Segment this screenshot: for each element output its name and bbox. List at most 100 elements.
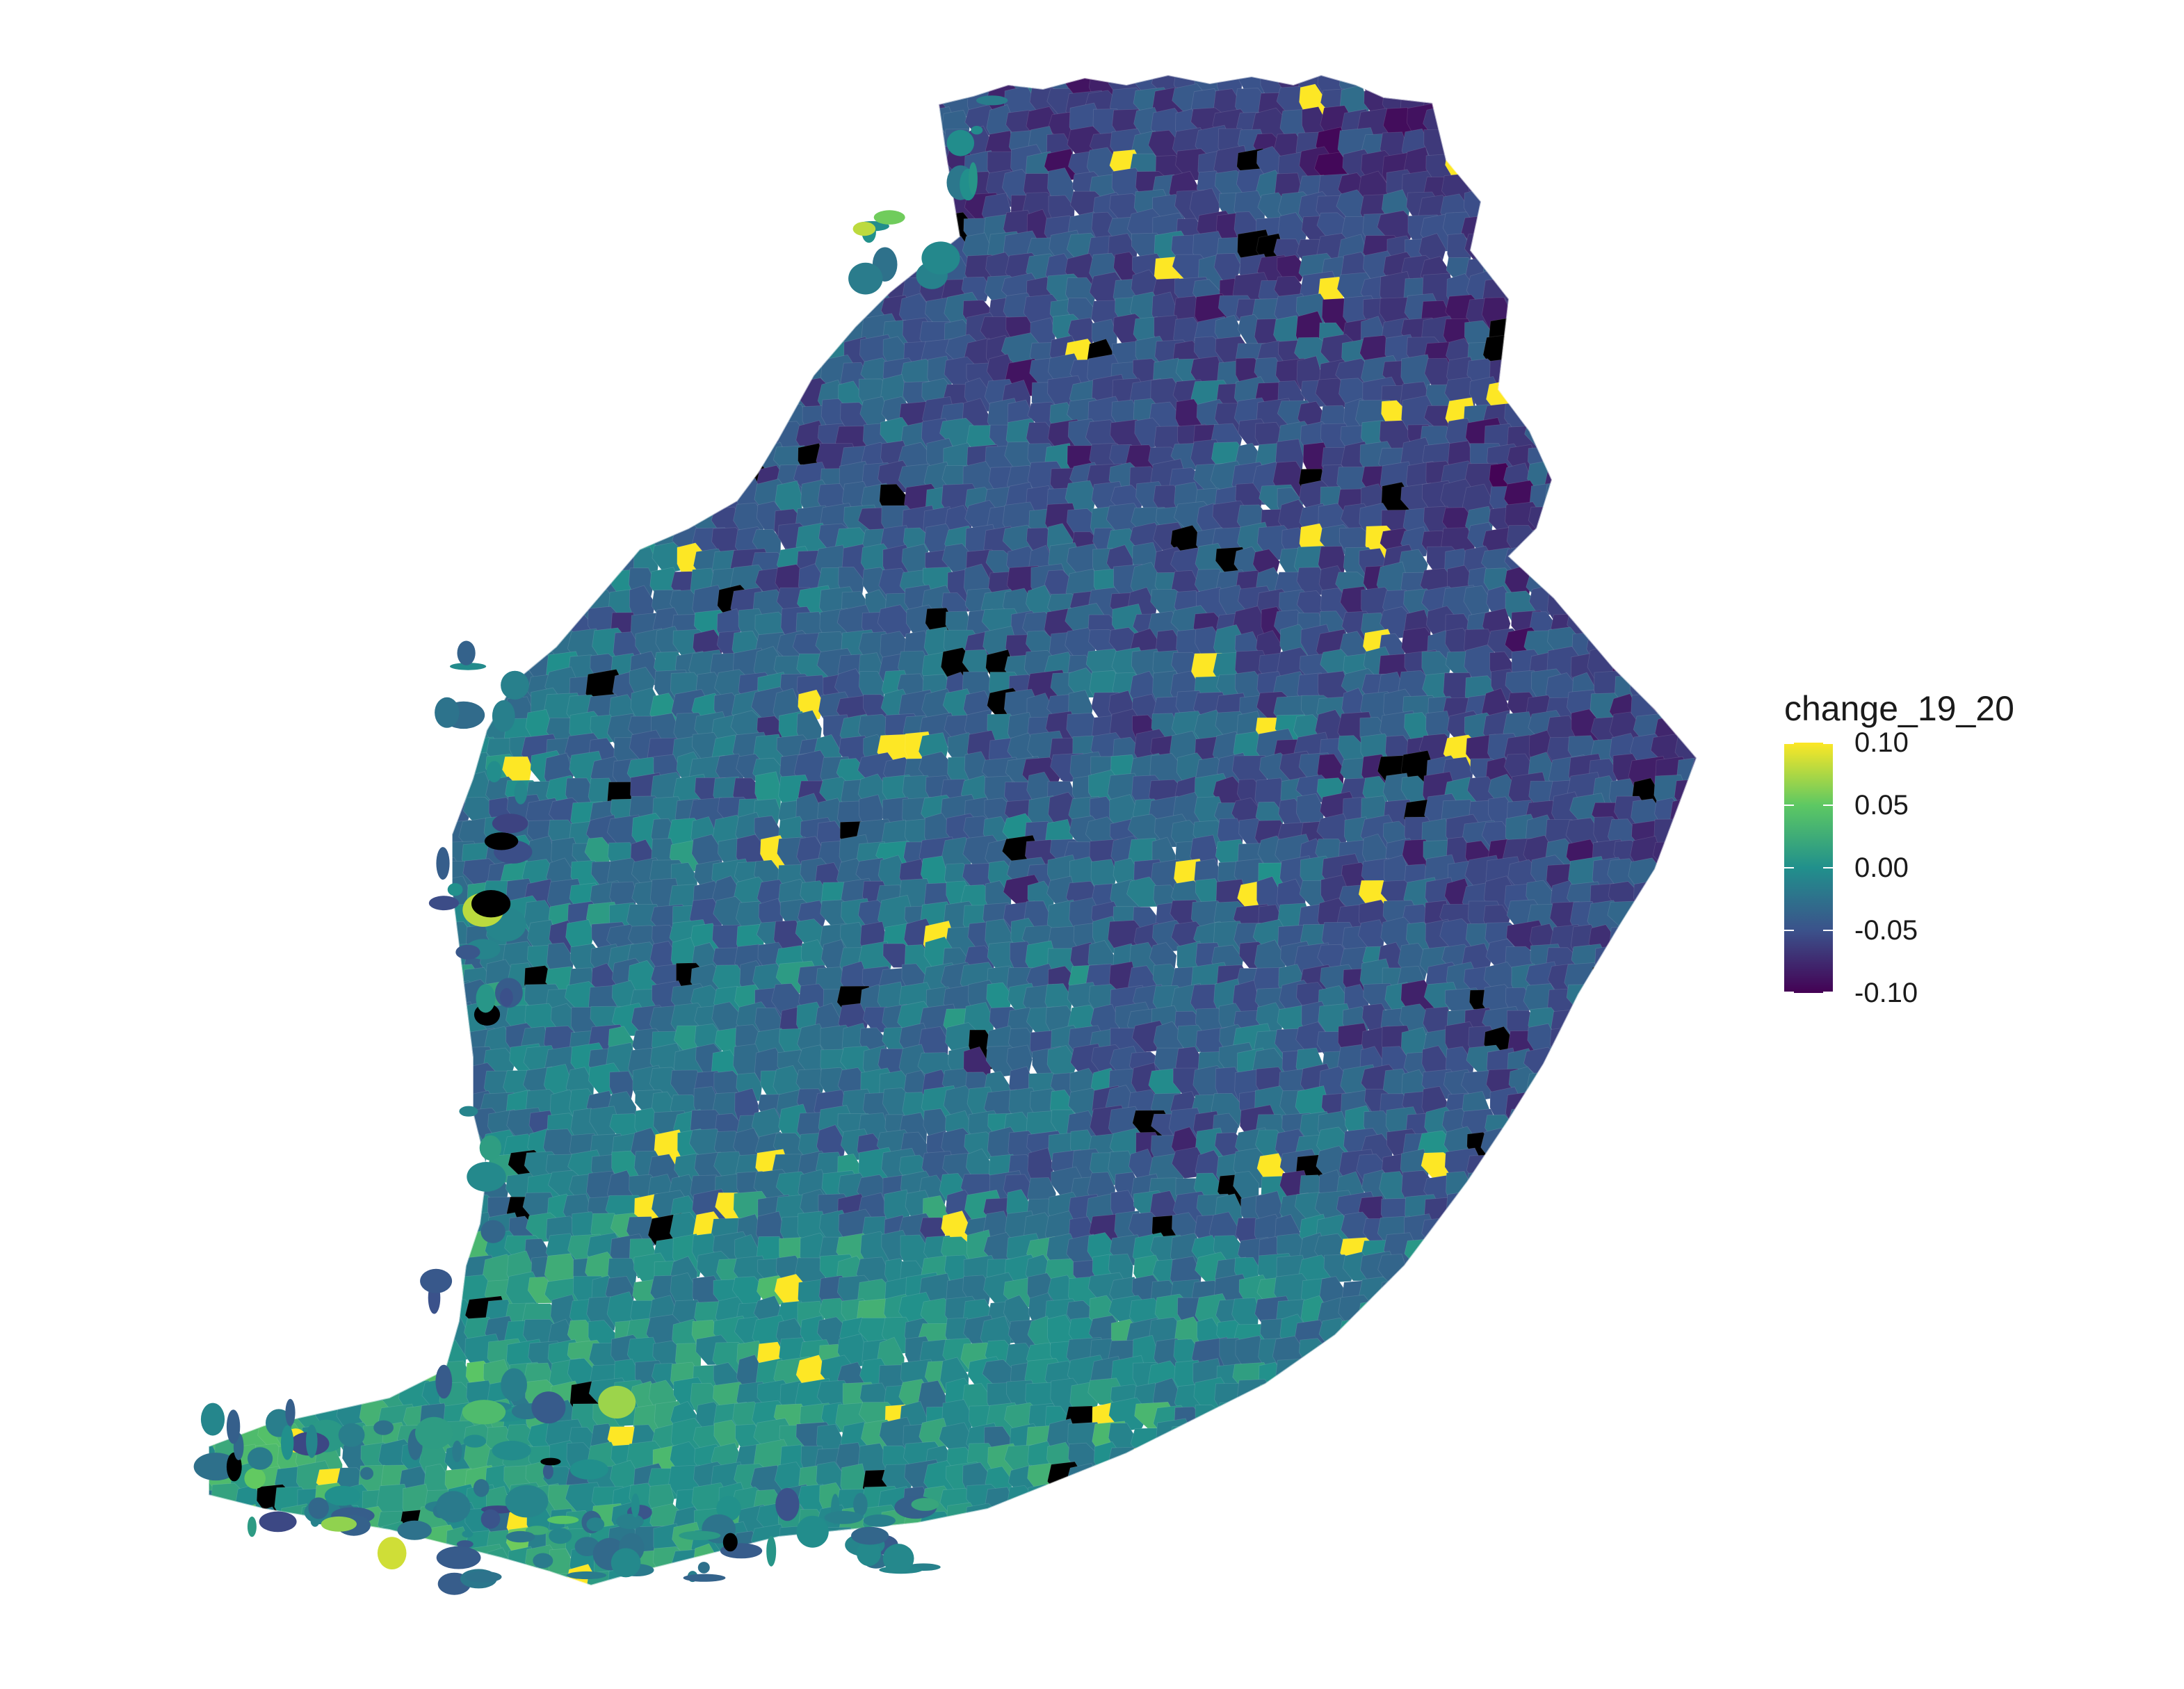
postal-region [401,257,441,291]
postal-region [235,1010,274,1051]
postal-region [318,90,345,122]
postal-region [489,544,521,583]
postal-region [1606,191,1642,230]
postal-region [338,1006,371,1045]
postal-region [405,1090,431,1122]
postal-region [423,738,464,777]
postal-region [613,439,653,474]
postal-region [209,357,221,396]
postal-region [209,508,232,551]
postal-region [421,457,460,495]
postal-region [710,300,746,334]
postal-region [735,109,767,145]
postal-region [1631,1357,1669,1397]
postal-region [633,130,669,169]
postal-region [316,128,359,167]
postal-region [461,463,489,501]
postal-region [382,732,410,770]
postal-region [296,1336,329,1378]
postal-region [379,567,420,611]
postal-region [234,1253,266,1284]
postal-region [253,1170,286,1211]
postal-region [1570,546,1598,575]
postal-region [215,152,255,185]
postal-region [298,441,338,482]
postal-region [234,1046,266,1077]
postal-region [357,378,391,412]
postal-region [1611,1320,1644,1354]
postal-region [1547,1230,1577,1264]
postal-region [1691,1320,1697,1352]
postal-region [382,647,416,690]
postal-region [1483,90,1519,125]
postal-region [1507,1276,1539,1314]
postal-region [1236,1400,1273,1442]
postal-region [318,670,353,700]
postal-region [232,750,264,794]
postal-region [232,943,264,984]
postal-region [340,714,370,750]
postal-region [653,188,684,229]
postal-region [632,318,664,357]
postal-region [209,1153,223,1188]
postal-region [213,1148,241,1189]
postal-region [405,921,433,963]
postal-region [1468,1361,1495,1400]
postal-region [423,919,455,960]
postal-region [315,920,350,962]
postal-region [297,650,339,687]
postal-region [1573,336,1602,376]
postal-region [1672,1320,1697,1358]
postal-region [278,1359,318,1405]
postal-region [357,820,389,848]
postal-region [1696,673,1697,710]
postal-region [566,462,595,493]
postal-region [567,90,607,124]
postal-region [361,509,387,549]
postal-region [1569,1319,1603,1356]
postal-region [590,499,620,540]
postal-region [668,232,704,278]
postal-region [234,1091,265,1120]
postal-region [237,1314,268,1352]
postal-region [1466,1335,1503,1375]
postal-region [236,549,268,585]
postal-region [423,1107,463,1149]
postal-region [315,421,346,451]
postal-region [1550,441,1581,477]
postal-region [276,798,305,839]
postal-region [757,175,786,205]
postal-region [217,1278,258,1310]
postal-region [209,128,236,168]
postal-region [1649,957,1679,999]
postal-region [1440,84,1469,113]
postal-region [1584,1318,1621,1351]
postal-region [419,296,450,337]
postal-region [273,209,313,251]
postal-region [1675,437,1697,483]
postal-region [528,75,563,108]
postal-region [500,585,544,618]
postal-region [798,252,827,290]
postal-region [781,296,809,339]
postal-region [1549,192,1590,226]
postal-region [612,88,645,129]
postal-region [629,167,663,211]
postal-region [609,335,645,377]
postal-region [1612,1153,1638,1183]
postal-region [444,444,477,485]
postal-region [1694,1190,1697,1226]
postal-region [1615,1425,1647,1465]
postal-region [1628,1272,1658,1305]
postal-region [337,1090,376,1123]
postal-region [1571,1049,1610,1090]
postal-region [1466,103,1497,145]
postal-region [481,633,511,675]
postal-region [1443,1380,1475,1416]
postal-region [318,1126,357,1161]
postal-region [234,905,264,943]
postal-region [232,423,261,456]
postal-region [360,1196,398,1225]
postal-region [1593,1359,1621,1398]
postal-region [318,1217,350,1247]
